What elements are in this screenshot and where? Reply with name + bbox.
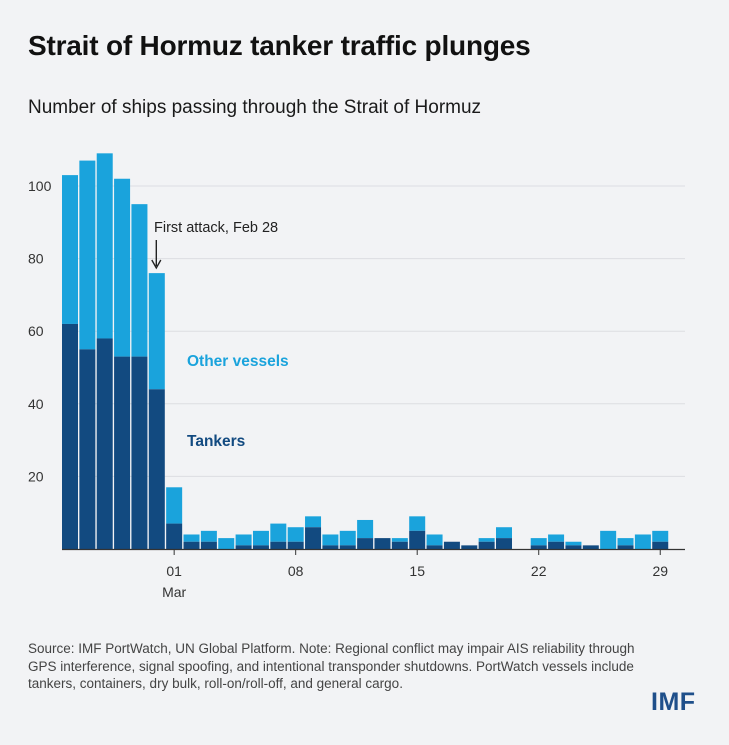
- bar-other-vessels: [652, 530, 669, 542]
- bar-other-vessels: [322, 534, 339, 546]
- bar-other-vessels: [114, 178, 131, 357]
- y-tick-label: 60: [28, 323, 44, 339]
- bar-tankers: [287, 541, 304, 549]
- bar-other-vessels: [148, 273, 165, 390]
- bar-other-vessels: [287, 527, 304, 542]
- bar-other-vessels: [478, 538, 495, 542]
- annotation-arrowhead: [151, 259, 162, 270]
- chart-subtitle: Number of ships passing through the Stra…: [28, 97, 482, 118]
- bar-tankers: [530, 545, 547, 549]
- x-tick-label: 01: [166, 563, 182, 579]
- bar-tankers: [96, 338, 113, 549]
- bar-tankers: [443, 541, 460, 549]
- bar-other-vessels: [270, 523, 287, 542]
- x-tick-label: 08: [288, 563, 304, 579]
- bar-tankers: [148, 389, 165, 549]
- series-label-tankers: Tankers: [187, 433, 245, 450]
- source-note: Source: IMF PortWatch, UN Global Platfor…: [28, 641, 635, 691]
- bar-other-vessels: [131, 204, 148, 357]
- bar-tankers: [548, 541, 565, 549]
- annotation: First attack, Feb 28: [151, 220, 278, 270]
- bar-other-vessels: [183, 534, 200, 542]
- bar-other-vessels: [339, 530, 356, 546]
- y-axis: 20 40 60 80 100: [28, 178, 52, 484]
- bar-other-vessels: [62, 175, 78, 324]
- chart-title: Strait of Hormuz tanker traffic plunges: [28, 30, 531, 61]
- bar-other-vessels: [357, 519, 374, 539]
- x-tick-label: 29: [652, 563, 668, 579]
- bar-tankers: [374, 538, 391, 549]
- y-tick-label: 40: [28, 396, 44, 412]
- bar-tankers: [582, 545, 599, 549]
- y-tick-label: 80: [28, 251, 44, 267]
- bar-tankers: [426, 545, 443, 549]
- bar-tankers: [409, 530, 426, 549]
- bar-tankers: [357, 538, 374, 549]
- bar-other-vessels: [634, 534, 651, 549]
- bar-other-vessels: [565, 541, 582, 546]
- bar-tankers: [565, 545, 582, 549]
- bar-other-vessels: [200, 530, 217, 542]
- bar-other-vessels: [252, 530, 269, 546]
- bar-tankers: [183, 541, 200, 549]
- bar-other-vessels: [496, 527, 512, 539]
- bar-other-vessels: [96, 153, 113, 339]
- bar-other-vessels: [617, 538, 634, 546]
- bar-tankers: [200, 541, 217, 549]
- bar-tankers: [391, 541, 408, 549]
- bar-tankers: [79, 349, 96, 549]
- imf-logo: IMF: [651, 688, 696, 716]
- x-tick-label: 22: [531, 563, 547, 579]
- bars: [62, 153, 669, 549]
- bar-tankers: [478, 541, 495, 549]
- bar-tankers: [339, 545, 356, 549]
- annotation-label: First attack, Feb 28: [154, 220, 278, 236]
- bar-tankers: [62, 323, 78, 549]
- bar-tankers: [652, 541, 669, 549]
- bar-other-vessels: [218, 538, 235, 549]
- x-tick-sublabel: Mar: [162, 584, 186, 600]
- bar-other-vessels: [391, 538, 408, 542]
- bar-tankers: [166, 523, 183, 549]
- bar-tankers: [270, 541, 287, 549]
- bar-other-vessels: [305, 516, 322, 528]
- bar-tankers: [114, 356, 131, 549]
- bar-other-vessels: [235, 534, 252, 546]
- series-label-other-vessels: Other vessels: [187, 353, 289, 370]
- bar-other-vessels: [548, 534, 565, 542]
- bar-tankers: [235, 545, 252, 549]
- gridlines: [62, 185, 685, 477]
- bar-other-vessels: [166, 487, 183, 524]
- bar-tankers: [496, 538, 512, 549]
- bar-tankers: [461, 545, 478, 549]
- x-axis: 01 Mar 08 15 22 29: [62, 548, 685, 600]
- bar-other-vessels: [600, 530, 617, 549]
- bar-other-vessels: [409, 516, 426, 531]
- bar-tankers: [322, 545, 339, 549]
- x-tick-label: 15: [409, 563, 425, 579]
- bar-other-vessels: [79, 160, 96, 350]
- bar-chart: 01 Mar 08 15 22 29 20 40 60 80 100 First attack, …: [28, 153, 685, 600]
- bar-other-vessels: [426, 534, 443, 546]
- bar-tankers: [305, 527, 322, 549]
- bar-other-vessels: [530, 538, 547, 546]
- y-tick-label: 100: [28, 178, 52, 194]
- y-tick-label: 20: [28, 468, 44, 484]
- bar-tankers: [131, 356, 148, 549]
- bar-tankers: [252, 545, 269, 549]
- bar-tankers: [617, 545, 634, 549]
